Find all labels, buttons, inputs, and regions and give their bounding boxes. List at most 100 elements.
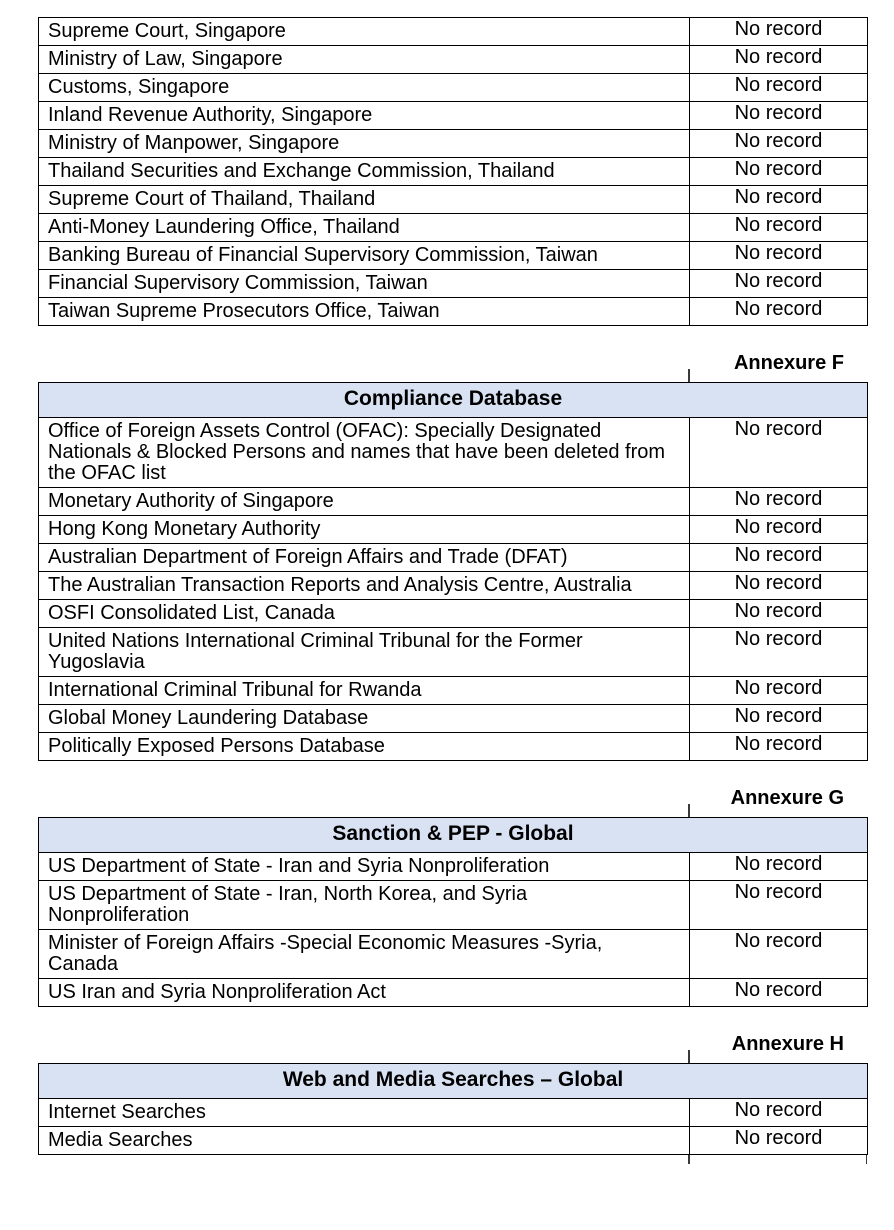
source-cell: United Nations International Criminal Tr… [38,627,690,677]
result-cell: No record [689,627,868,677]
source-cell: Supreme Court of Thailand, Thailand [38,185,690,214]
table-row: Customs, Singapore No record [38,73,868,102]
result-cell: No record [689,185,868,214]
source-cell: Taiwan Supreme Prosecutors Office, Taiwa… [38,297,690,326]
result-cell: No record [688,1126,869,1155]
source-cell: Thailand Securities and Exchange Commiss… [38,157,690,186]
section-annexure-f: Annexure F Compliance Database Office of… [38,353,894,761]
result-cell: No record [689,852,868,881]
table-row: OSFI Consolidated List, Canada No record [38,599,868,628]
compliance-database-table: Compliance Database Office of Foreign As… [38,382,868,761]
table-title: Sanction & PEP - Global [38,817,868,853]
source-cell: Inland Revenue Authority, Singapore [38,101,690,130]
jurisdiction-tablewrap: Supreme Court, Singapore No record Ministr… [38,17,868,326]
result-cell: No record [689,417,868,488]
result-cell: No record [689,543,868,572]
result-cell: No record [689,129,868,158]
source-cell: Customs, Singapore [38,73,690,102]
table-header-row: Web and Media Searches – Global [37,1063,869,1099]
grid-stub [688,804,690,817]
result-cell: No record [689,487,868,516]
table-row: Politically Exposed Persons Database No r… [38,732,868,761]
table-row: US Department of State - Iran and Syria … [38,852,868,881]
result-cell: No record [689,704,868,733]
sanction-pep-table: Sanction & PEP - Global US Department of… [38,817,868,1007]
web-media-searches-table: Web and Media Searches – Global Internet… [37,1063,869,1155]
table-row: Ministry of Law, Singapore No record [38,45,868,74]
table-header-row: Sanction & PEP - Global [38,817,868,853]
table-row: Office of Foreign Assets Control (OFAC):… [38,417,868,488]
source-cell: Hong Kong Monetary Authority [38,515,690,544]
table-row: Taiwan Supreme Prosecutors Office, Taiwa… [38,297,868,326]
result-cell: No record [689,880,868,930]
result-cell: No record [689,213,868,242]
table-row: Inland Revenue Authority, Singapore No re… [38,101,868,130]
grid-stub [688,1050,690,1063]
result-cell: No record [689,73,868,102]
grid-stub [688,369,690,382]
source-cell: Monetary Authority of Singapore [38,487,690,516]
table-header-row: Compliance Database [38,382,868,418]
table-row: US Department of State - Iran, North Kor… [38,880,868,930]
table-row: Minister of Foreign Affairs -Special Eco… [38,929,868,979]
table-row: US Iran and Syria Nonproliferation Act No… [38,978,868,1007]
source-cell: OSFI Consolidated List, Canada [38,599,690,628]
table-row: Global Money Laundering Database No recor… [38,704,868,733]
result-cell: No record [689,929,868,979]
result-cell: No record [689,269,868,298]
table-title: Compliance Database [38,382,868,418]
jurisdiction-sources-table: Supreme Court, Singapore No record Ministr… [38,17,868,326]
source-cell: Banking Bureau of Financial Supervisory … [38,241,690,270]
grid-stub [688,1155,690,1164]
grid-stub [865,1155,867,1164]
source-cell: Ministry of Manpower, Singapore [38,129,690,158]
source-cell: Internet Searches [38,1098,690,1127]
source-cell: Global Money Laundering Database [38,704,690,733]
result-cell: No record [689,297,868,326]
sanction-pep-tablewrap: Sanction & PEP - Global US Department of… [38,804,868,1007]
table-row: Hong Kong Monetary Authority No record [38,515,868,544]
result-cell: No record [689,732,868,761]
source-cell: Office of Foreign Assets Control (OFAC):… [38,417,690,488]
web-media-tablewrap: Web and Media Searches – Global Internet… [37,1050,869,1164]
source-cell: International Criminal Tribunal for Rwan… [38,676,690,705]
table-row: Media Searches No record [38,1126,869,1155]
report-page: Supreme Court, Singapore No record Ministr… [37,17,894,1164]
source-cell: Australian Department of Foreign Affairs… [38,543,690,572]
result-cell: No record [689,515,868,544]
source-cell: Financial Supervisory Commission, Taiwan [38,269,690,298]
source-cell: Ministry of Law, Singapore [38,45,690,74]
source-cell: The Australian Transaction Reports and A… [38,571,690,600]
source-cell: US Department of State - Iran, North Kor… [38,880,690,930]
table-title: Web and Media Searches – Global [37,1063,869,1099]
source-cell: US Department of State - Iran and Syria … [38,852,690,881]
table-row: The Australian Transaction Reports and A… [38,571,868,600]
table-row: Financial Supervisory Commission, Taiwan… [38,269,868,298]
table-row: Banking Bureau of Financial Supervisory … [38,241,868,270]
annexure-g-label: Annexure G [730,787,844,809]
table-row: Supreme Court, Singapore No record [38,17,868,46]
section-annexure-h: Annexure H Web and Media Searches – Glob… [37,1034,894,1164]
table-row: Supreme Court of Thailand, Thailand No re… [38,185,868,214]
source-cell: Media Searches [38,1126,690,1155]
result-cell: No record [689,571,868,600]
source-cell: Supreme Court, Singapore [38,17,690,46]
result-cell: No record [689,45,868,74]
result-cell: No record [689,157,868,186]
result-cell: No record [689,241,868,270]
annexure-f-label: Annexure F [733,352,844,374]
section-annexure-g: Annexure G Sanction & PEP - Global US De… [38,788,894,1007]
table-row: Ministry of Manpower, Singapore No record [38,129,868,158]
table-row: International Criminal Tribunal for Rwan… [38,676,868,705]
result-cell: No record [689,676,868,705]
table-row: Anti-Money Laundering Office, Thailand No… [38,213,868,242]
result-cell: No record [688,1098,869,1127]
table-row: Monetary Authority of Singapore No record [38,487,868,516]
source-cell: US Iran and Syria Nonproliferation Act [38,978,690,1007]
table-row: Internet Searches No record [38,1098,869,1127]
result-cell: No record [689,17,868,46]
table-row: United Nations International Criminal Tr… [38,627,868,677]
compliance-database-tablewrap: Compliance Database Office of Foreign As… [38,369,868,761]
source-cell: Politically Exposed Persons Database [38,732,690,761]
result-cell: No record [689,101,868,130]
